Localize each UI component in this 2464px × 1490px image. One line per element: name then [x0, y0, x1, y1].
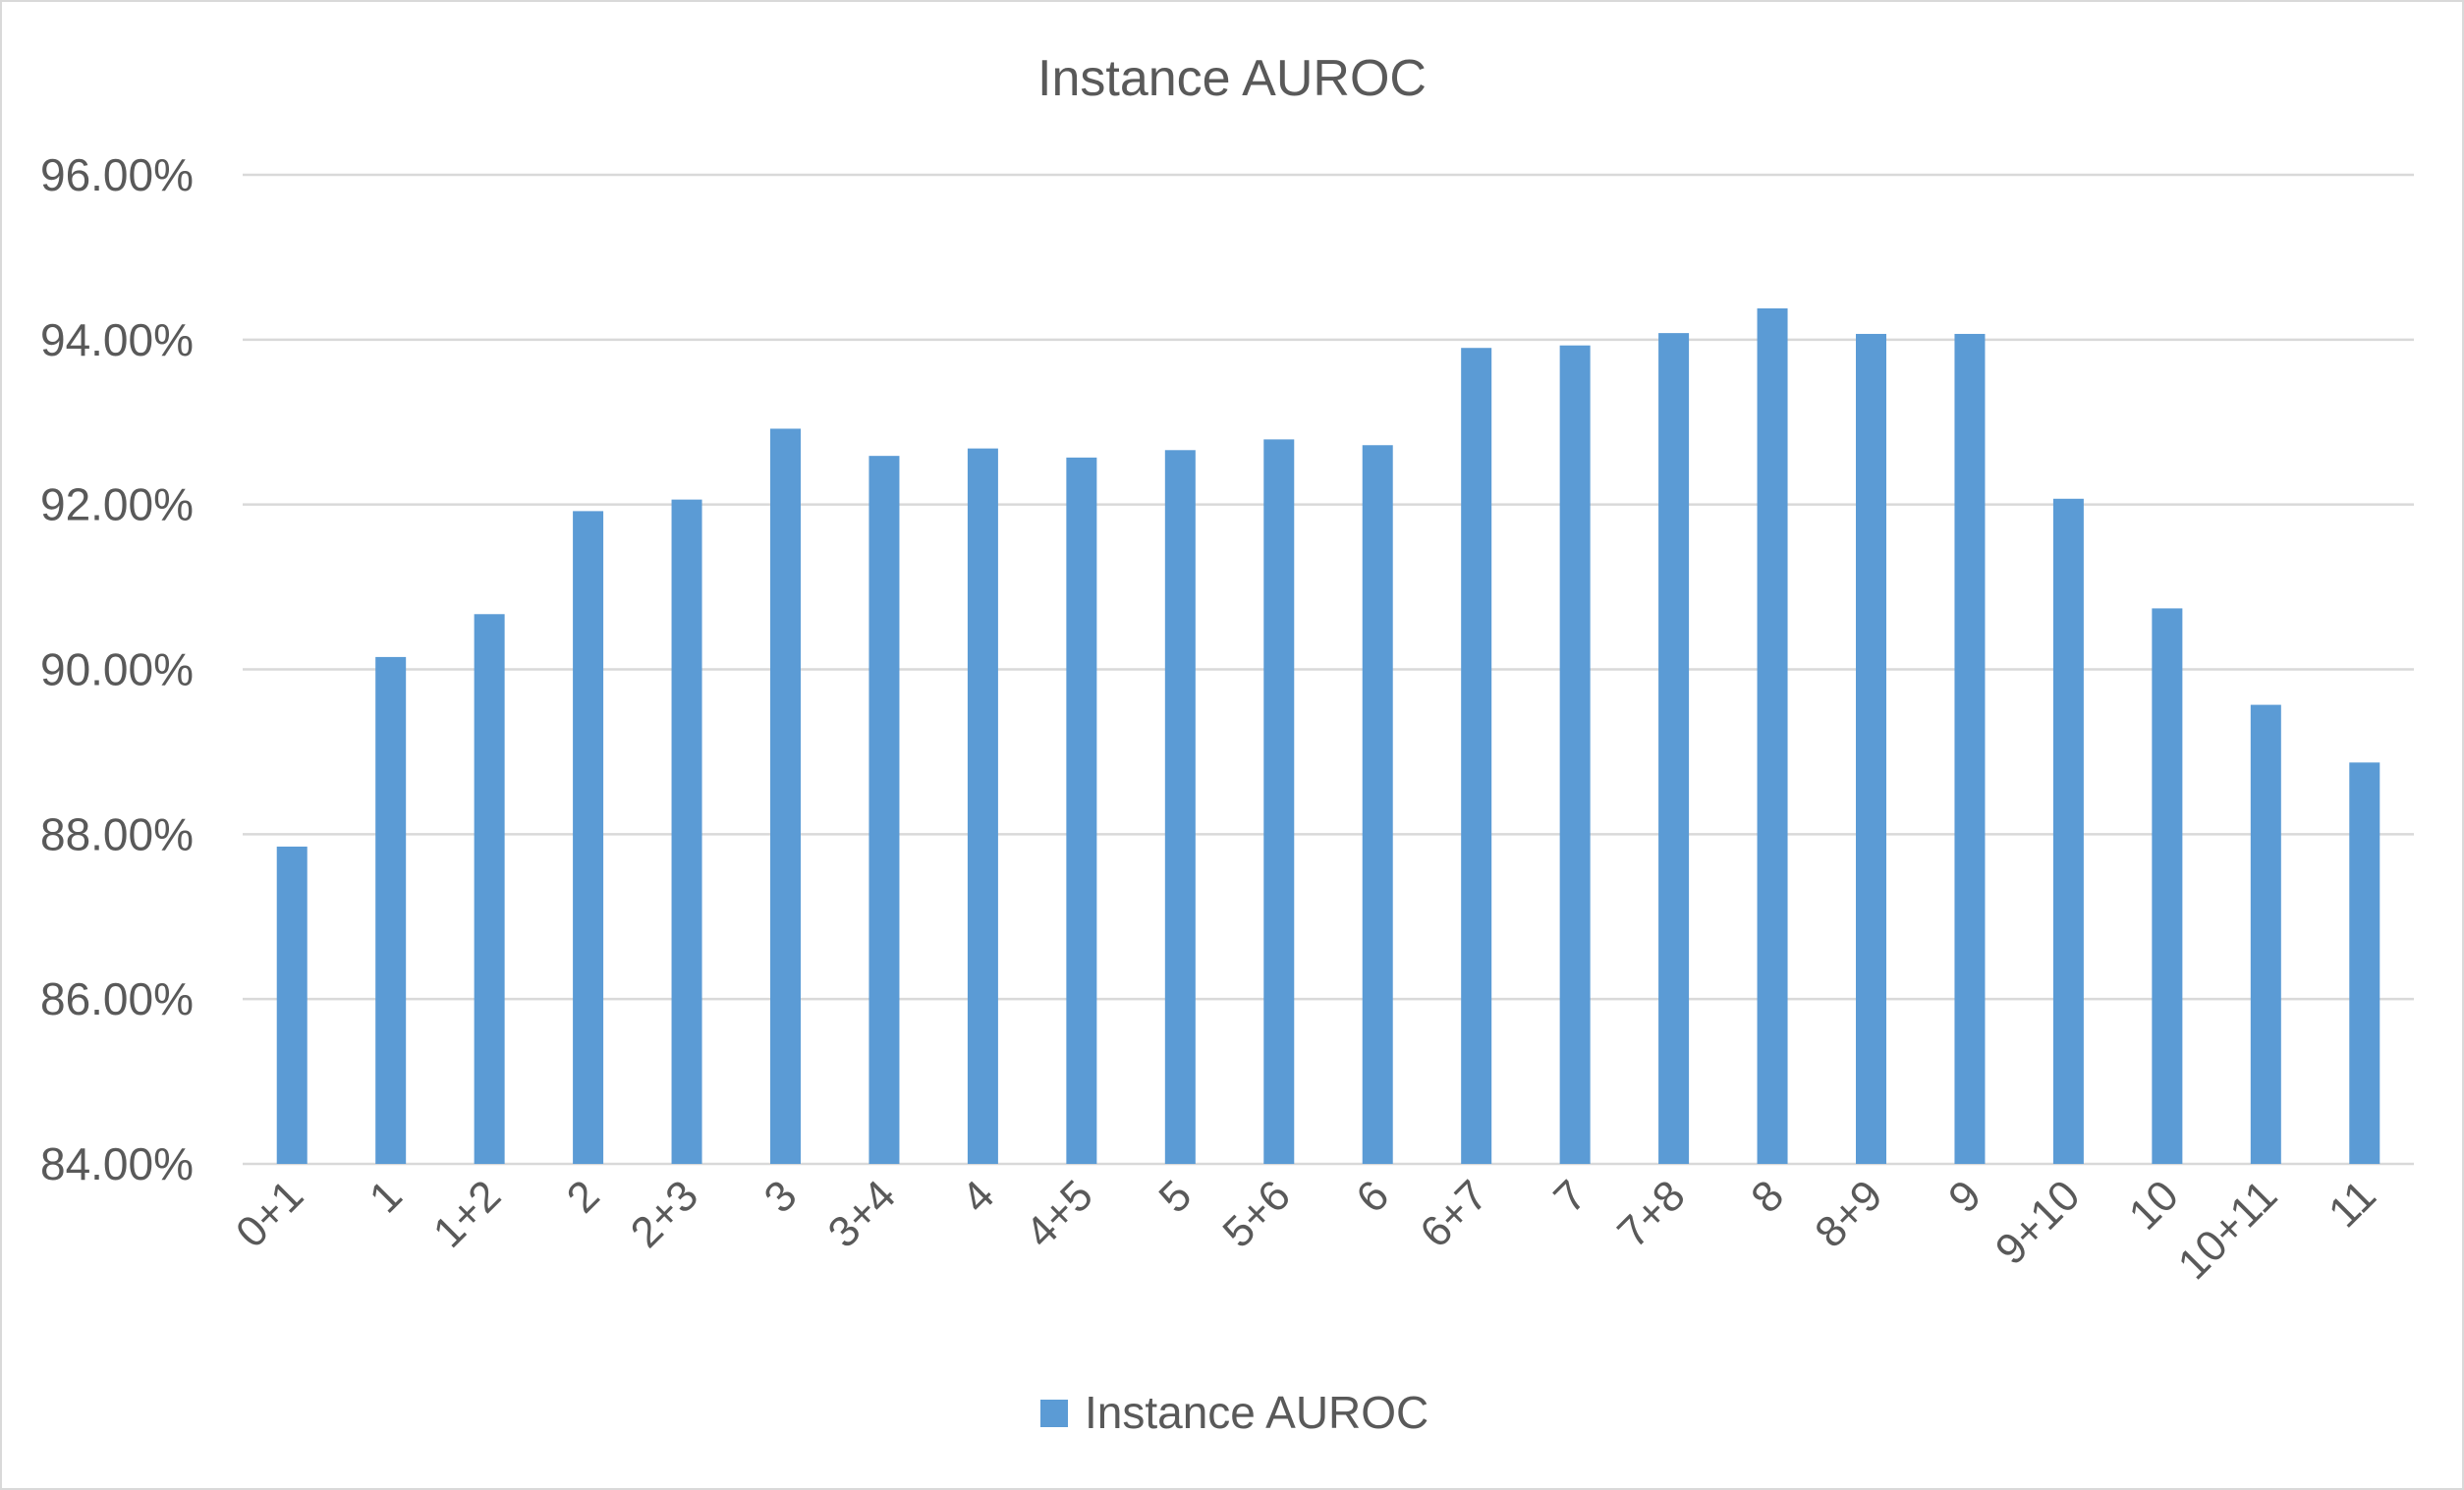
y-tick-label: 84.00%	[40, 1138, 194, 1189]
bar	[1263, 439, 1295, 1164]
bar	[868, 456, 900, 1164]
x-tick-label: 11	[2320, 1171, 2385, 1237]
x-tick-label: 2	[558, 1171, 609, 1222]
x-tick-label: 5	[1149, 1171, 1201, 1222]
x-tick-label: 3+4	[819, 1171, 905, 1256]
bar	[1559, 345, 1591, 1164]
bar	[1658, 333, 1690, 1164]
y-tick-label: 94.00%	[40, 314, 194, 365]
legend: Instance AUROC	[1040, 1387, 1428, 1438]
bar	[770, 428, 801, 1164]
x-tick-label: 1+2	[424, 1171, 510, 1256]
bar	[1066, 457, 1097, 1164]
bar	[2250, 704, 2281, 1164]
y-axis-ticks: 84.00% 86.00% 88.00% 90.00% 92.00% 94.00% 96.0…	[40, 149, 194, 1189]
legend-label: Instance AUROC	[1085, 1387, 1428, 1438]
x-tick-label: 8+9	[1806, 1171, 1891, 1256]
bar	[671, 499, 702, 1164]
bar	[1362, 445, 1393, 1164]
x-tick-label: 9	[1939, 1171, 1990, 1222]
bar	[1461, 348, 1492, 1165]
gridlines	[243, 173, 2414, 1166]
bar	[474, 614, 505, 1164]
chart-title: Instance AUROC	[1037, 50, 1427, 107]
x-tick-label: 6+7	[1411, 1171, 1496, 1256]
x-tick-label: 6	[1347, 1171, 1398, 1222]
x-tick-label: 10+11	[2169, 1171, 2287, 1289]
x-axis-ticks: 0+1 1 1+2 2 2+3 3 3+4 4 4+5 5 5+6 6 6+7 7 7+8 8 8+9 99+10…	[227, 1171, 2385, 1289]
x-tick-label: 4	[953, 1171, 1004, 1222]
legend-swatch	[1040, 1400, 1068, 1427]
x-tick-label: 9+10	[1987, 1171, 2090, 1274]
x-tick-label: 7	[1544, 1171, 1596, 1222]
x-tick-label: 2+3	[622, 1171, 707, 1256]
bar	[967, 448, 998, 1164]
bar	[1757, 307, 1788, 1164]
y-tick-label: 92.00%	[40, 479, 194, 530]
x-tick-label: 1	[361, 1171, 412, 1222]
y-tick-label: 86.00%	[40, 973, 194, 1024]
x-tick-label: 7+8	[1608, 1171, 1694, 1256]
bar	[2152, 608, 2183, 1164]
bar	[573, 511, 604, 1164]
y-tick-label: 96.00%	[40, 149, 194, 200]
bar	[1856, 333, 1886, 1164]
x-tick-label: 0+1	[227, 1171, 312, 1256]
bar	[2349, 762, 2380, 1164]
y-tick-label: 88.00%	[40, 808, 194, 859]
x-tick-label: 3	[756, 1171, 807, 1222]
bar	[276, 846, 308, 1164]
bar	[2052, 498, 2084, 1165]
x-tick-label: 10	[2120, 1171, 2188, 1239]
bar	[1164, 450, 1196, 1164]
y-tick-label: 90.00%	[40, 644, 194, 695]
x-tick-label: 4+5	[1017, 1171, 1102, 1256]
x-tick-label: 8	[1742, 1171, 1793, 1222]
bars	[276, 307, 2380, 1165]
bar	[1954, 333, 1986, 1164]
bar	[375, 656, 407, 1164]
x-tick-label: 5+6	[1213, 1171, 1299, 1256]
